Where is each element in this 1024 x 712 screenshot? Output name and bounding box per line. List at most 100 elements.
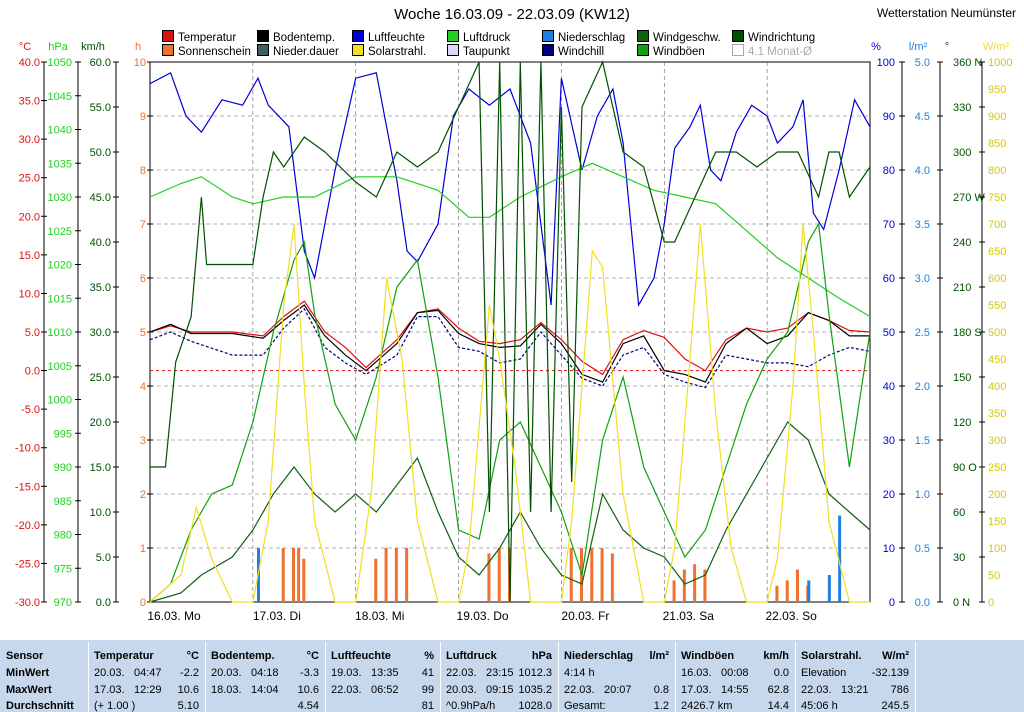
- x-tick-label: 16.03. Mo: [147, 609, 201, 623]
- axis-tick-label: 980: [54, 530, 72, 542]
- sunshine-bar: [600, 548, 604, 602]
- stats-cell: 14.4: [767, 700, 789, 712]
- axis-tick-label: 300: [988, 435, 1006, 447]
- series-solarstrahl-: [149, 223, 870, 603]
- legend-label: Windchill: [558, 46, 605, 58]
- axis-tick-label: 6: [140, 273, 146, 285]
- axis-unit: hPa: [48, 41, 68, 53]
- sunshine-bar: [281, 548, 285, 602]
- axis-tick-label: 25.0: [90, 372, 111, 384]
- axis-tick-label: 80: [883, 165, 895, 177]
- axis-tick-label: 40: [883, 381, 895, 393]
- legend-item: Taupunkt: [447, 44, 510, 58]
- axis-tick-label: 1035: [48, 158, 72, 170]
- axis-tick-label: 4.5: [915, 111, 930, 123]
- axis-tick-label: 1.5: [915, 435, 930, 447]
- axis-tick-label: 150: [953, 372, 971, 384]
- axis-tick-label: 1040: [48, 125, 72, 137]
- axis-tick-label: 5.0: [25, 327, 40, 339]
- stats-cell: 10.6: [297, 684, 319, 696]
- axis-tick-label: 850: [988, 138, 1006, 150]
- axis-tick-label: 60.0: [90, 57, 111, 69]
- x-tick-label: 20.03. Fr: [561, 609, 609, 623]
- legend-swatch: [542, 44, 554, 56]
- axis-tick-label: 240: [953, 237, 971, 249]
- stats-cell: 1012.3: [518, 667, 552, 679]
- axis-tick-label: 5.0: [96, 552, 111, 564]
- axis-tick-label: 10: [883, 543, 895, 555]
- axis-unit: %: [871, 41, 881, 53]
- legend-item: Niederschlag: [542, 30, 625, 44]
- legend-item: Temperatur: [162, 30, 236, 44]
- axis-tick-label: 150: [988, 516, 1006, 528]
- stats-header: Niederschlag: [564, 650, 634, 662]
- legend-item: 4.1 Monat-Ø: [732, 44, 812, 58]
- axis-tick-label: 550: [988, 300, 1006, 312]
- legend-swatch: [162, 30, 174, 42]
- legend-label: 4.1 Monat-Ø: [748, 46, 812, 58]
- stats-cell: 13:21: [841, 684, 869, 696]
- stats-cell: 20:07: [604, 684, 632, 696]
- stats-cell: 4.54: [297, 700, 319, 712]
- sunshine-bar: [569, 548, 573, 602]
- axis-tick-label: 30: [953, 552, 965, 564]
- axis-tick-label: 800: [988, 165, 1006, 177]
- axis-unit: km/h: [81, 41, 105, 53]
- axis-tick-label: 55.0: [90, 102, 111, 114]
- axis-tick-label: 1020: [48, 260, 72, 272]
- axis-tick-label: 60: [883, 273, 895, 285]
- stats-cell: 22.03.: [801, 684, 832, 696]
- axis-tick-label: 90 O: [953, 462, 977, 474]
- stats-cell: 04:47: [134, 667, 162, 679]
- legend-item: Luftdruck: [447, 30, 510, 44]
- stats-cell: 20.03.: [94, 667, 125, 679]
- sunshine-bar: [497, 548, 501, 602]
- series-bodentemp-: [149, 304, 870, 383]
- axis-tick-label: 500: [988, 327, 1006, 339]
- axis-tick-label: 40.0: [90, 237, 111, 249]
- axis-tick-label: 35.0: [90, 282, 111, 294]
- legend-swatch: [352, 30, 364, 42]
- legend-label: Nieder.dauer: [273, 46, 339, 58]
- stats-header: Solarstrahl.: [801, 650, 862, 662]
- legend-swatch: [257, 30, 269, 42]
- legend-label: Windgeschw.: [653, 32, 721, 44]
- axis-tick-label: 450: [988, 354, 1006, 366]
- axis-tick-label: 400: [988, 381, 1006, 393]
- stats-cell: Durchschnitt: [6, 700, 74, 712]
- axis-tick-label: 700: [988, 219, 1006, 231]
- sunshine-bar: [682, 569, 686, 602]
- stats-cell: 09:15: [486, 684, 514, 696]
- axis-tick-label: 0 N: [953, 597, 970, 609]
- axis-solar: W/m²100095090085080075070065060055050045…: [983, 41, 1013, 609]
- axis-unit: °C: [19, 41, 31, 53]
- legend-swatch: [352, 44, 364, 56]
- x-tick-label: 17.03. Di: [253, 609, 301, 623]
- axis-tick-label: 0: [140, 597, 146, 609]
- axis-tick-label: 8: [140, 165, 146, 177]
- stats-cell: 16.03.: [681, 667, 712, 679]
- axis-tick-label: 0: [988, 597, 994, 609]
- axis-press: hPa 1050 1045 1040 1035 1030 1025 1020 1015 1010 1…: [48, 41, 81, 609]
- axis-tick-label: 975: [54, 563, 72, 575]
- legend-swatch: [447, 44, 459, 56]
- sunshine-bar: [775, 585, 779, 602]
- axis-tick-label: -10.0: [15, 443, 40, 455]
- stats-cell: 99: [421, 684, 434, 696]
- stats-cell: 1.2: [653, 700, 669, 712]
- axis-tick-label: 10.0: [19, 288, 40, 300]
- axis-dir: ° 360 N 330 300 270 W 240 210 180 S 150 120 90 O 60…: [945, 41, 986, 609]
- axis-tick-label: 250: [988, 462, 1006, 474]
- legend-item: Windböen: [637, 44, 705, 58]
- axis-tick-label: 300: [953, 147, 971, 159]
- legend-swatch: [542, 30, 554, 42]
- axis-tick-label: 1025: [48, 226, 72, 238]
- axis-tick-label: 1: [140, 543, 146, 555]
- axis-tick-label: 900: [988, 111, 1006, 123]
- axis-tick-label: 330: [953, 102, 971, 114]
- axis-tick-label: -30.0: [15, 597, 40, 609]
- legend-item: Windchill: [542, 44, 604, 58]
- axis-tick-label: 995: [54, 428, 72, 440]
- sunshine-bar: [672, 580, 676, 602]
